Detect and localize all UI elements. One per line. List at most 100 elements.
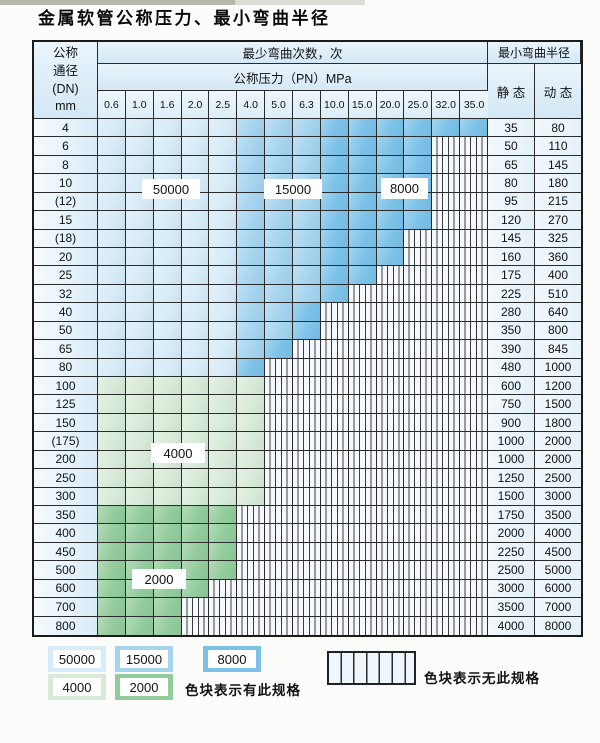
spec-cell-none bbox=[432, 377, 461, 396]
spec-cell-4000 bbox=[209, 469, 238, 488]
spec-cell-2000 bbox=[98, 506, 126, 525]
spec-cell-none bbox=[460, 303, 488, 322]
legend-swatch-label: 4000 bbox=[53, 678, 101, 696]
spec-cell-50000 bbox=[125, 137, 154, 156]
static-radius-cell: 120 bbox=[488, 211, 535, 230]
spec-cell-4000 bbox=[153, 413, 182, 433]
spec-cell-none bbox=[460, 616, 488, 635]
pressure-column-header: 2.5 bbox=[209, 91, 238, 119]
spec-cell-none bbox=[404, 616, 433, 635]
dn-cell: (175) bbox=[34, 432, 98, 451]
spec-cell-none bbox=[293, 340, 321, 359]
spec-cell-2000 bbox=[98, 616, 126, 635]
dynamic-radius-cell: 215 bbox=[535, 192, 581, 212]
spec-cell-none bbox=[293, 487, 321, 506]
spec-cell-4000 bbox=[209, 413, 238, 433]
spec-cell-50000 bbox=[209, 303, 238, 322]
dynamic-radius-cell: 400 bbox=[535, 266, 581, 285]
pressure-column-header: 1.6 bbox=[153, 91, 182, 119]
static-radius-cell: 50 bbox=[488, 137, 535, 156]
scan-artifact-strip-light bbox=[235, 0, 365, 5]
dn-cell: 25 bbox=[34, 266, 98, 285]
static-radius-cell: 480 bbox=[488, 358, 535, 377]
spec-cell-4000 bbox=[153, 487, 182, 506]
spec-cell-50000 bbox=[153, 266, 182, 285]
spec-cell-none bbox=[432, 303, 461, 322]
dynamic-radius-cell: 180 bbox=[535, 174, 581, 193]
spec-cell-4000 bbox=[237, 450, 266, 470]
spec-cell-none bbox=[320, 487, 349, 506]
spec-cell-none bbox=[376, 561, 405, 580]
spec-cell-none bbox=[432, 155, 461, 175]
spec-cell-15000 bbox=[237, 137, 266, 156]
spec-cell-none bbox=[265, 487, 293, 506]
spec-cell-none bbox=[320, 377, 349, 396]
spec-cell-50000 bbox=[181, 155, 210, 175]
spec-cell-none bbox=[237, 506, 266, 525]
dynamic-radius-cell: 800 bbox=[535, 321, 581, 341]
spec-cell-none bbox=[404, 340, 433, 359]
spec-cell-15000 bbox=[237, 174, 266, 193]
spec-cell-none bbox=[320, 524, 349, 543]
spec-cell-none bbox=[348, 413, 377, 433]
spec-cell-none bbox=[348, 432, 377, 451]
static-radius-cell: 750 bbox=[488, 395, 535, 414]
cycle-count-label: 50000 bbox=[142, 179, 200, 199]
dn-cell: (12) bbox=[34, 192, 98, 212]
pressure-header: 公称压力（PN）MPa bbox=[98, 64, 488, 91]
spec-cell-none bbox=[404, 229, 433, 248]
spec-cell-none bbox=[320, 321, 349, 341]
static-radius-cell: 900 bbox=[488, 413, 535, 433]
legend-swatch-label: 50000 bbox=[53, 650, 101, 668]
spec-cell-2000 bbox=[181, 542, 210, 562]
spec-cell-8000 bbox=[320, 211, 349, 230]
spec-cell-4000 bbox=[181, 487, 210, 506]
spec-cell-8000 bbox=[348, 192, 377, 212]
dn-cell: 250 bbox=[34, 469, 98, 488]
spec-cell-none bbox=[265, 598, 293, 617]
spec-cell-50000 bbox=[181, 321, 210, 341]
spec-cell-none bbox=[348, 340, 377, 359]
spec-cell-4000 bbox=[181, 395, 210, 414]
spec-cell-50000 bbox=[153, 211, 182, 230]
dn-cell: 65 bbox=[34, 340, 98, 359]
spec-cell-8000 bbox=[320, 284, 349, 304]
spec-cell-50000 bbox=[98, 137, 126, 156]
spec-cell-8000 bbox=[320, 119, 349, 138]
pressure-columns-row: 0.6 1.0 1.6 2.0 2.5 4.0 5.0 6.3 10.0 15.0 20.0 25.0… bbox=[98, 91, 488, 119]
legend-hatch-swatch bbox=[327, 651, 416, 685]
spec-cell-50000 bbox=[153, 321, 182, 341]
static-radius-cell: 390 bbox=[488, 340, 535, 359]
spec-table: 公称 通径 (DN) mm 最少弯曲次数，次 公称压力（PN）MPa 0.6 1.… bbox=[32, 40, 583, 637]
spec-cell-none bbox=[460, 579, 488, 599]
dynamic-radius-cell: 1800 bbox=[535, 413, 581, 433]
dynamic-radius-cell: 640 bbox=[535, 303, 581, 322]
spec-cell-8000 bbox=[376, 211, 405, 230]
dynamic-radius-cell: 3500 bbox=[535, 506, 581, 525]
spec-cell-none bbox=[460, 598, 488, 617]
pressure-column-header: 25.0 bbox=[404, 91, 433, 119]
spec-cell-none bbox=[376, 321, 405, 341]
spec-cell-50000 bbox=[98, 211, 126, 230]
dn-header-line: mm bbox=[55, 99, 76, 114]
spec-cell-none bbox=[432, 211, 461, 230]
spec-cell-none bbox=[265, 542, 293, 562]
spec-cell-none bbox=[460, 340, 488, 359]
spec-cell-2000 bbox=[125, 524, 154, 543]
spec-cell-2000 bbox=[209, 542, 238, 562]
spec-cell-none bbox=[432, 413, 461, 433]
dynamic-radius-cell: 1000 bbox=[535, 358, 581, 377]
spec-cell-4000 bbox=[237, 487, 266, 506]
spec-cell-50000 bbox=[125, 358, 154, 377]
spec-cell-8000 bbox=[293, 321, 321, 341]
spec-cell-50000 bbox=[125, 229, 154, 248]
static-radius-cell: 1000 bbox=[488, 450, 535, 470]
legend-swatch-label: 8000 bbox=[208, 650, 256, 668]
dn-cell: 800 bbox=[34, 616, 98, 635]
dn-cell: 400 bbox=[34, 524, 98, 543]
cycle-count-label: 15000 bbox=[264, 179, 322, 199]
dn-cell: 200 bbox=[34, 450, 98, 470]
spec-cell-4000 bbox=[98, 450, 126, 470]
spec-cell-4000 bbox=[209, 377, 238, 396]
